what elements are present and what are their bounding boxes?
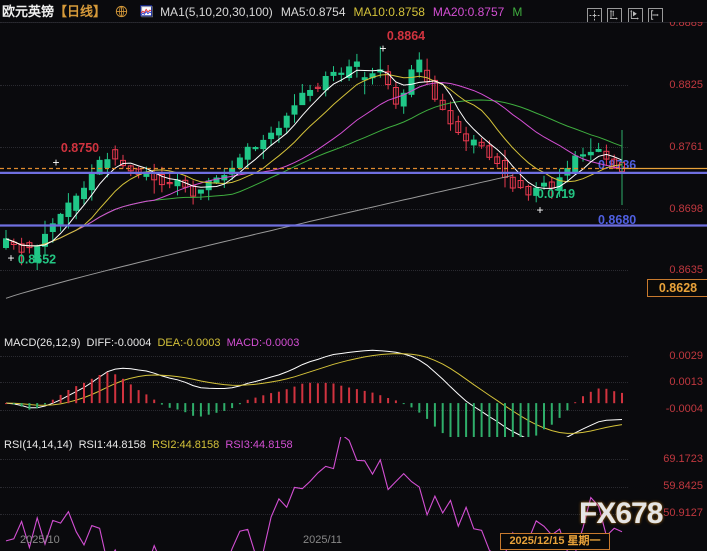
- svg-text:0.0719: 0.0719: [537, 187, 575, 201]
- svg-text:+: +: [536, 203, 543, 217]
- svg-text:+: +: [52, 156, 59, 170]
- svg-text:0.8652: 0.8652: [18, 253, 56, 267]
- svg-text:0.8864: 0.8864: [387, 29, 425, 43]
- svg-text:+: +: [379, 42, 386, 56]
- svg-text:0.8750: 0.8750: [61, 141, 99, 155]
- svg-text:+: +: [7, 251, 14, 265]
